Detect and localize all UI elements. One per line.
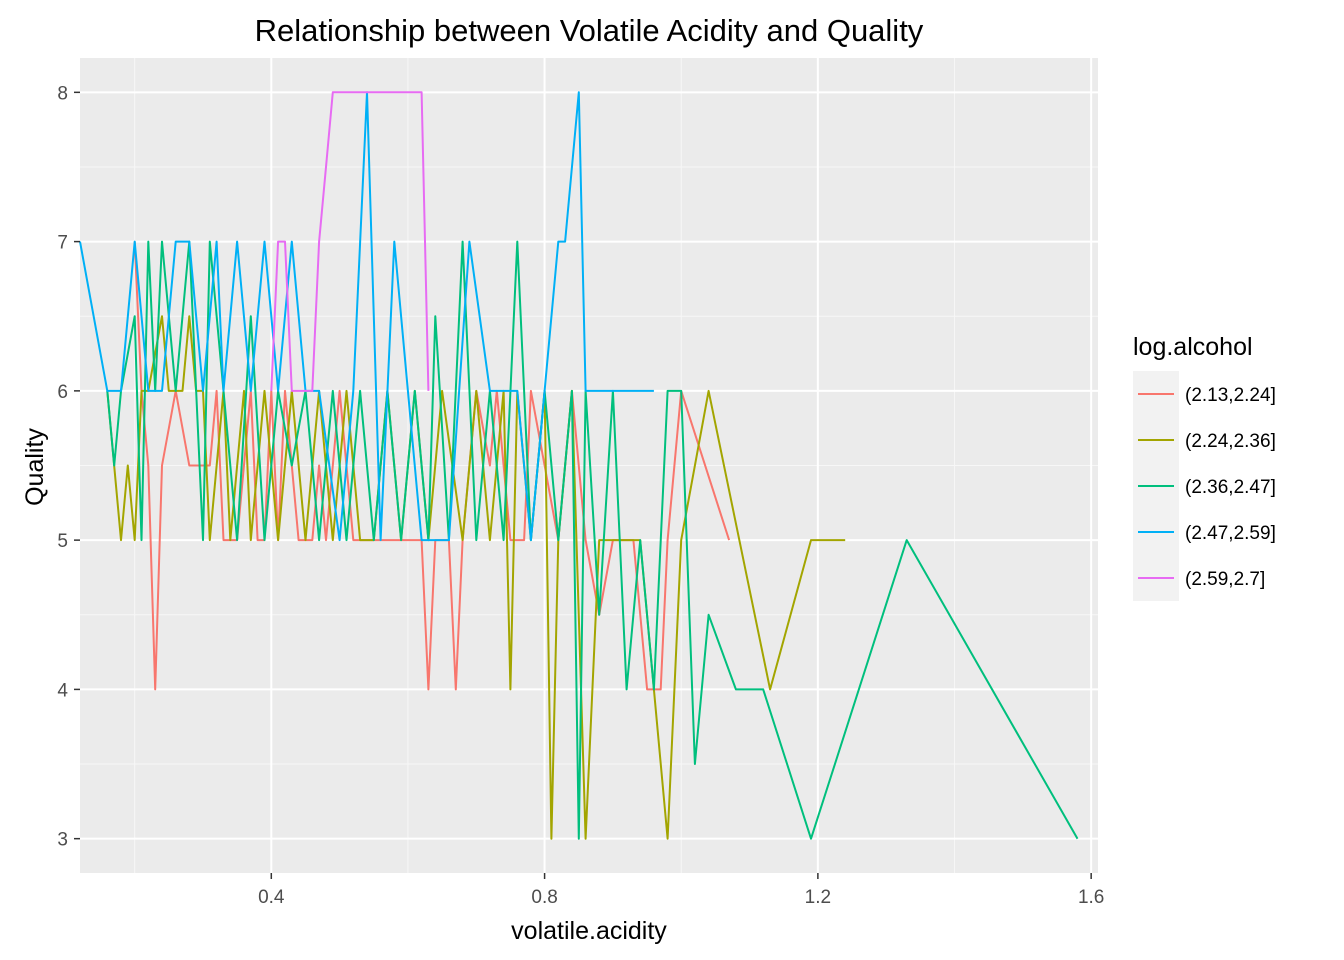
x-tick-label: 1.2 xyxy=(805,887,831,908)
legend-label: (2.24,2.36] xyxy=(1185,431,1276,452)
legend: log.alcohol (2.13,2.24] (2.24,2.36] (2.36,… xyxy=(1133,333,1276,601)
legend-label: (2.47,2.59] xyxy=(1185,523,1276,544)
chart-title: Relationship between Volatile Acidity an… xyxy=(255,13,924,48)
x-tick-label: 0.8 xyxy=(531,887,557,908)
x-tick-label: 0.4 xyxy=(258,887,285,908)
y-axis-ticks: 3 4 5 6 7 8 xyxy=(57,83,80,851)
legend-label: (2.13,2.24] xyxy=(1185,385,1276,406)
y-tick-label: 5 xyxy=(57,531,68,552)
y-tick-label: 4 xyxy=(57,680,68,701)
legend-items: (2.13,2.24] (2.24,2.36] (2.36,2.47] (2.47,2… xyxy=(1133,371,1276,601)
y-axis-title: Quality xyxy=(21,428,49,506)
y-tick-label: 6 xyxy=(57,382,68,403)
y-tick-label: 8 xyxy=(57,83,68,104)
x-axis-ticks: 0.4 0.8 1.2 1.6 xyxy=(258,873,1104,908)
y-tick-label: 3 xyxy=(57,830,68,851)
legend-label: (2.36,2.47] xyxy=(1185,477,1276,498)
legend-label: (2.59,2.7] xyxy=(1185,569,1265,590)
x-axis-title: volatile.acidity xyxy=(511,917,667,945)
legend-title: log.alcohol xyxy=(1133,333,1253,361)
y-tick-label: 7 xyxy=(57,233,68,254)
series-lines xyxy=(79,91,1079,840)
x-tick-label: 1.6 xyxy=(1078,887,1104,908)
series-line-5 xyxy=(270,91,430,392)
